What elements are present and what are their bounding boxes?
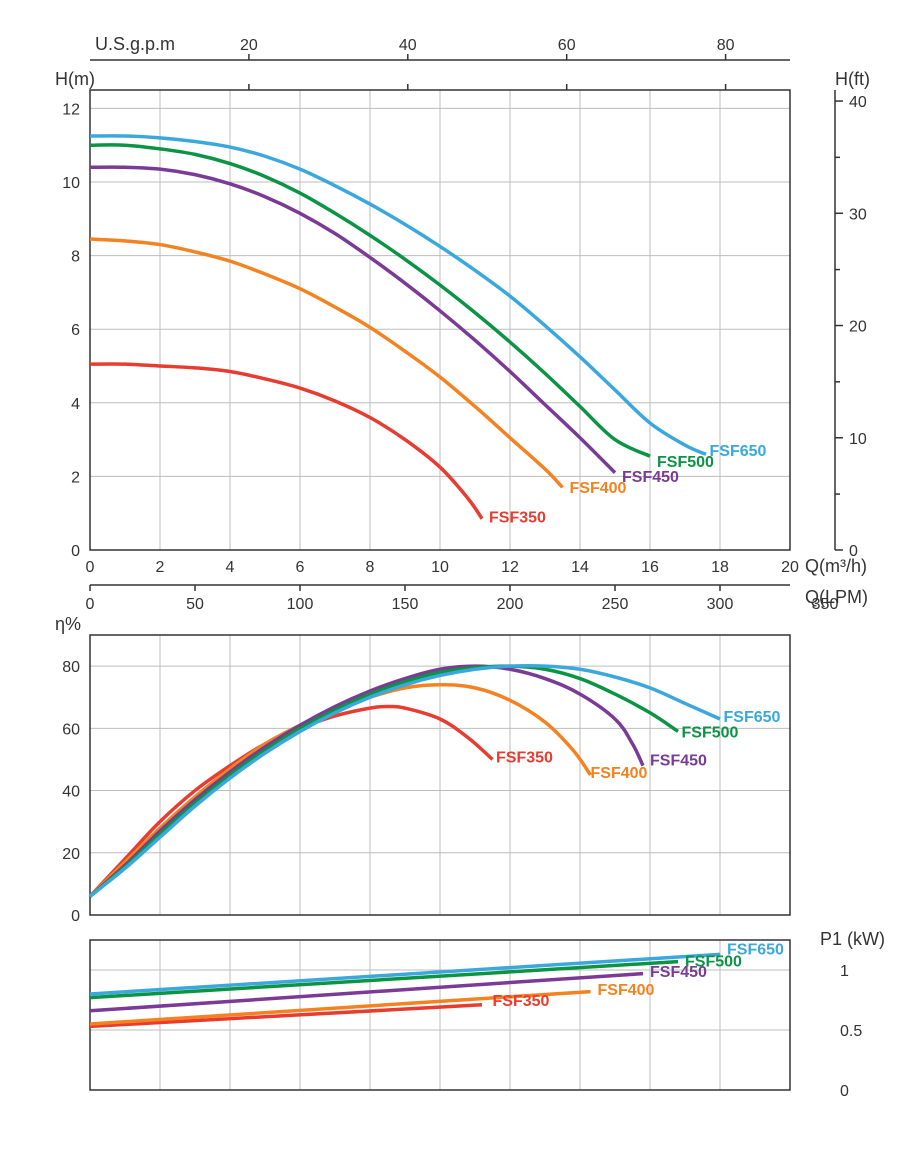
svg-text:0.5: 0.5 bbox=[840, 1023, 862, 1040]
svg-text:4: 4 bbox=[226, 559, 235, 576]
svg-text:8: 8 bbox=[366, 559, 375, 576]
svg-text:80: 80 bbox=[717, 37, 735, 54]
svg-text:40: 40 bbox=[849, 94, 867, 111]
svg-text:20: 20 bbox=[849, 319, 867, 336]
label-fsf500: FSF500 bbox=[657, 454, 714, 471]
svg-text:150: 150 bbox=[392, 596, 419, 613]
svg-text:0: 0 bbox=[86, 596, 95, 613]
right-axis-3: P1 (kW) bbox=[820, 929, 885, 949]
svg-text:12: 12 bbox=[62, 101, 80, 118]
pump-curves-chart: 20406080U.S.g.p.m024681012H(m)0246810121… bbox=[20, 20, 888, 1145]
label-fsf450: FSF450 bbox=[622, 469, 679, 486]
bottom-axis-1b: Q(LPM) bbox=[805, 587, 868, 607]
left-axis-1: H(m) bbox=[55, 69, 95, 89]
svg-text:20: 20 bbox=[62, 846, 80, 863]
pwr-label-fsf350: FSF350 bbox=[493, 993, 550, 1010]
eff-label-fsf400: FSF400 bbox=[591, 765, 648, 782]
svg-text:10: 10 bbox=[62, 175, 80, 192]
curve-fsf350 bbox=[90, 364, 482, 519]
svg-text:40: 40 bbox=[399, 37, 417, 54]
svg-text:1: 1 bbox=[840, 963, 849, 980]
svg-text:20: 20 bbox=[781, 559, 799, 576]
svg-text:14: 14 bbox=[571, 559, 589, 576]
svg-text:10: 10 bbox=[849, 431, 867, 448]
svg-text:10: 10 bbox=[431, 559, 449, 576]
label-fsf350: FSF350 bbox=[489, 509, 546, 526]
pwr-label-fsf650: FSF650 bbox=[727, 941, 784, 958]
eff-label-fsf350: FSF350 bbox=[496, 750, 553, 767]
eff-label-fsf650: FSF650 bbox=[724, 709, 781, 726]
svg-text:20: 20 bbox=[240, 37, 258, 54]
svg-text:0: 0 bbox=[71, 908, 80, 925]
svg-text:6: 6 bbox=[71, 322, 80, 339]
svg-text:8: 8 bbox=[71, 249, 80, 266]
svg-text:0: 0 bbox=[849, 543, 858, 560]
svg-text:4: 4 bbox=[71, 396, 80, 413]
svg-text:0: 0 bbox=[840, 1083, 849, 1100]
svg-text:60: 60 bbox=[62, 721, 80, 738]
svg-text:12: 12 bbox=[501, 559, 519, 576]
svg-text:300: 300 bbox=[707, 596, 734, 613]
curve-fsf650 bbox=[90, 136, 706, 454]
pwr-label-fsf400: FSF400 bbox=[598, 982, 655, 999]
eff-label-fsf500: FSF500 bbox=[682, 725, 739, 742]
svg-text:60: 60 bbox=[558, 37, 576, 54]
svg-text:0: 0 bbox=[71, 543, 80, 560]
curve-fsf400 bbox=[90, 239, 563, 487]
label-fsf650: FSF650 bbox=[710, 443, 767, 460]
chart-svg: 20406080U.S.g.p.m024681012H(m)0246810121… bbox=[20, 20, 888, 1140]
left-axis-2: η% bbox=[55, 614, 81, 634]
svg-text:0: 0 bbox=[86, 559, 95, 576]
svg-text:2: 2 bbox=[156, 559, 165, 576]
svg-text:40: 40 bbox=[62, 784, 80, 801]
svg-text:250: 250 bbox=[602, 596, 629, 613]
svg-text:30: 30 bbox=[849, 206, 867, 223]
top-axis-label: U.S.g.p.m bbox=[95, 34, 175, 54]
svg-text:18: 18 bbox=[711, 559, 729, 576]
svg-text:200: 200 bbox=[497, 596, 524, 613]
eff-label-fsf450: FSF450 bbox=[650, 753, 707, 770]
svg-text:16: 16 bbox=[641, 559, 659, 576]
svg-text:80: 80 bbox=[62, 659, 80, 676]
label-fsf400: FSF400 bbox=[570, 480, 627, 497]
svg-text:6: 6 bbox=[296, 559, 305, 576]
svg-text:2: 2 bbox=[71, 469, 80, 486]
svg-text:50: 50 bbox=[186, 596, 204, 613]
svg-text:100: 100 bbox=[287, 596, 314, 613]
right-axis-1: H(ft) bbox=[835, 69, 870, 89]
eff-curve-fsf450 bbox=[90, 666, 643, 896]
